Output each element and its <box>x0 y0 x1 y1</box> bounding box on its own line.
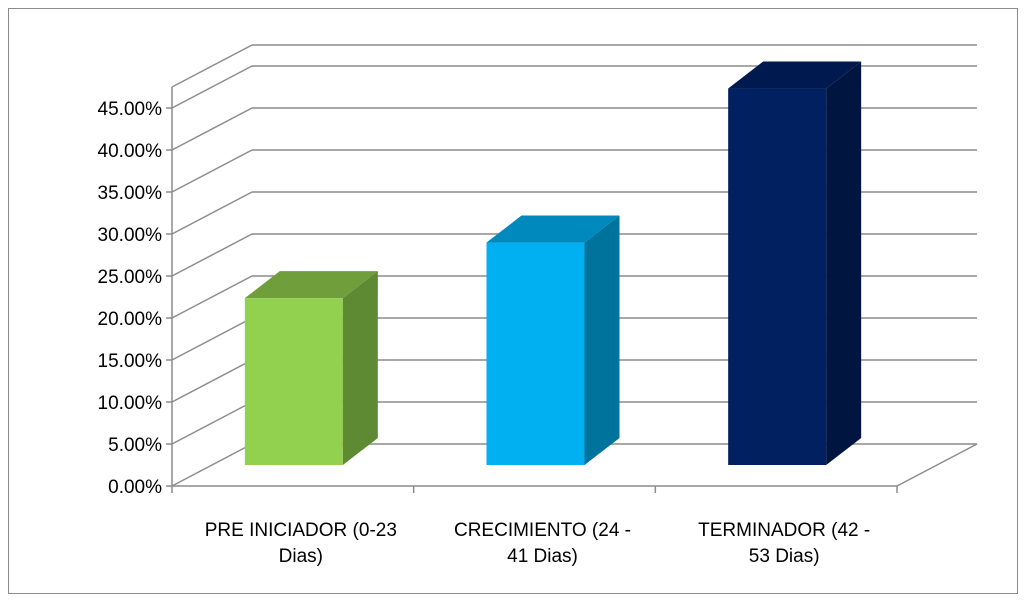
bar <box>728 61 862 466</box>
gridline-side <box>171 65 253 109</box>
x-category-label-line: PRE INICIADOR (0-23 <box>205 520 397 541</box>
y-tick-label: 20.00% <box>98 309 163 330</box>
x-category-label-line: 53 Dias) <box>749 546 820 567</box>
gridline-side <box>171 359 253 403</box>
x-category-label: PRE INICIADOR (0-23 Dias) <box>205 520 397 567</box>
bar <box>244 271 378 465</box>
y-tick-label: 35.00% <box>98 183 163 204</box>
bar-front <box>728 88 827 466</box>
x-category-label-line: TERMINADOR (42 - <box>698 520 870 541</box>
gridline-side <box>171 275 253 319</box>
gridline-side <box>171 149 253 193</box>
bar-top <box>486 215 620 243</box>
x-category-label-line: Dias) <box>279 546 323 567</box>
bar-front <box>486 242 585 465</box>
y-tick-label: 25.00% <box>98 267 163 288</box>
y-tick-label: 0.00% <box>108 477 162 498</box>
bar-top <box>728 61 862 89</box>
gridline-side <box>171 317 253 361</box>
x-category-label: TERMINADOR (42 - 53 Dias) <box>698 520 870 567</box>
y-tick-label: 5.00% <box>108 435 162 456</box>
bar <box>486 215 620 465</box>
wall-top-side <box>171 44 253 88</box>
bars <box>244 61 862 466</box>
gridline-side <box>171 191 253 235</box>
gridline-side <box>171 107 253 151</box>
bar-side <box>584 215 620 465</box>
axes <box>166 87 978 493</box>
bar-side <box>342 271 378 465</box>
y-tick-label: 30.00% <box>98 225 163 246</box>
bar-side <box>826 61 862 466</box>
y-tick-label: 40.00% <box>98 141 163 162</box>
x-axis-category-labels: PRE INICIADOR (0-23 Dias) CRECIMIENTO (24 … <box>205 520 870 567</box>
x-category-label: CRECIMIENTO (24 - 41 Dias) <box>454 520 631 567</box>
x-category-label-line: 41 Dias) <box>507 546 578 567</box>
y-tick-label: 10.00% <box>98 393 163 414</box>
gridline-side <box>171 401 253 445</box>
bar-top <box>244 271 378 299</box>
floor-outline <box>171 443 978 487</box>
y-tick-label: 15.00% <box>98 351 163 372</box>
gridline-side <box>171 233 253 277</box>
x-category-label-line: CRECIMIENTO (24 - <box>454 520 631 541</box>
y-tick-label: 45.00% <box>98 99 163 120</box>
bar-front <box>244 298 343 465</box>
y-axis-tick-labels: 0.00% 5.00% 10.00% 15.00% 20.00% 25.00% 30.00%… <box>98 99 163 498</box>
